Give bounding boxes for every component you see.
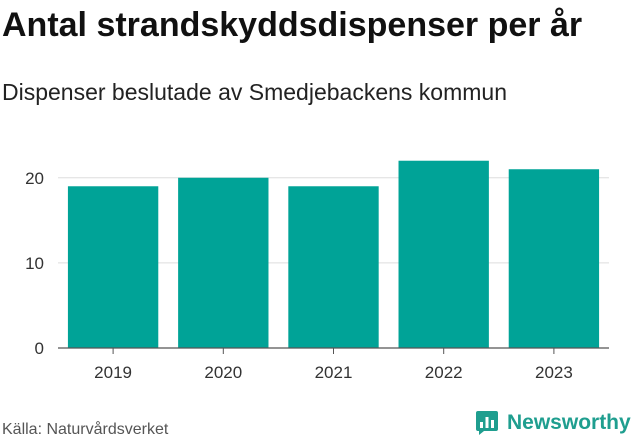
bar-chart: 0 10 20 2019 2020 2021 2022 2023 xyxy=(25,160,609,382)
bar-2023[interactable] xyxy=(508,169,600,348)
y-tick-label: 20 xyxy=(25,169,44,188)
x-tick-label: 2019 xyxy=(94,363,132,382)
y-tick-label: 0 xyxy=(35,339,44,358)
source-note: Källa: Naturvårdsverket xyxy=(2,421,169,438)
bar-2022[interactable] xyxy=(398,160,489,348)
tick-labels: 0 10 20 2019 2020 2021 2022 2023 xyxy=(25,169,573,382)
chart-subtitle: Dispenser beslutade av Smedjebackens kom… xyxy=(2,79,507,105)
chart-title: Antal strandskyddsdispenser per år xyxy=(2,6,583,44)
chart-bubble-icon xyxy=(476,411,498,435)
bar-2019[interactable] xyxy=(67,186,159,348)
bars xyxy=(67,160,600,348)
newsworthy-logo[interactable]: Newsworthy xyxy=(475,408,631,438)
brand-name: Newsworthy xyxy=(507,411,631,434)
x-tick-label: 2020 xyxy=(204,363,242,382)
y-tick-label: 10 xyxy=(25,254,44,273)
x-tick-label: 2023 xyxy=(535,363,573,382)
x-tick-label: 2021 xyxy=(315,363,353,382)
axes xyxy=(58,347,609,354)
bar-2021[interactable] xyxy=(288,186,379,348)
bar-2020[interactable] xyxy=(178,177,269,348)
x-tick-label: 2022 xyxy=(425,363,463,382)
